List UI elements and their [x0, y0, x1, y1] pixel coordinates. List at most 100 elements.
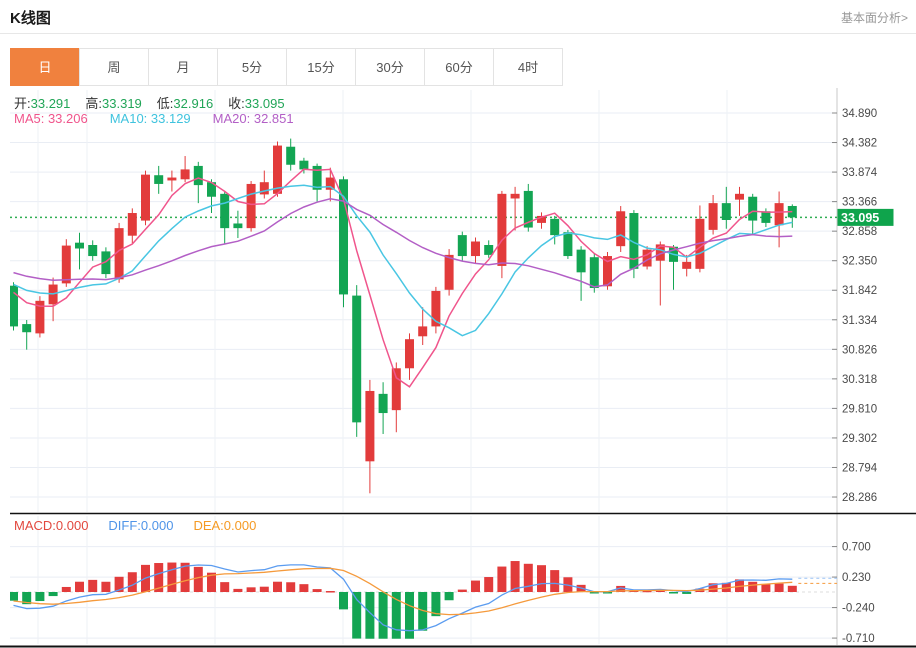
tab-15min[interactable]: 15分 [286, 48, 356, 86]
candle[interactable] [682, 261, 692, 269]
candle[interactable] [761, 211, 771, 223]
candle[interactable] [589, 257, 599, 289]
candle[interactable] [748, 196, 758, 221]
macd-bar[interactable] [299, 584, 309, 592]
candle[interactable] [325, 177, 335, 190]
candle[interactable] [75, 242, 84, 249]
macd-bar[interactable] [603, 592, 612, 594]
candle[interactable] [154, 175, 164, 184]
macd-bar[interactable] [233, 588, 243, 592]
candle[interactable] [246, 183, 256, 229]
macd-bar[interactable] [418, 592, 428, 631]
candle[interactable] [603, 256, 612, 287]
macd-bar[interactable] [378, 592, 388, 639]
tab-week[interactable]: 周 [79, 48, 149, 86]
macd-bar[interactable] [616, 585, 626, 592]
macd-bar[interactable] [88, 579, 98, 592]
candle[interactable] [352, 295, 362, 423]
macd-bar[interactable] [325, 591, 335, 593]
candle[interactable] [220, 193, 230, 229]
macd-bar[interactable] [457, 589, 467, 592]
macd-bar[interactable] [589, 592, 599, 594]
candle[interactable] [9, 285, 18, 327]
tab-30min[interactable]: 30分 [355, 48, 425, 86]
candle[interactable] [523, 190, 533, 228]
candle[interactable] [114, 228, 124, 280]
macd-bar[interactable] [471, 580, 480, 592]
macd-bar[interactable] [537, 565, 546, 592]
tab-month[interactable]: 月 [148, 48, 218, 86]
candle[interactable] [127, 213, 137, 236]
macd-bar[interactable] [761, 584, 771, 592]
macd-bar[interactable] [246, 587, 256, 592]
candle[interactable] [444, 254, 454, 290]
candle[interactable] [537, 215, 546, 223]
macd-bar[interactable] [352, 592, 362, 639]
candle[interactable] [101, 251, 111, 275]
macd-bar[interactable] [735, 579, 744, 592]
tab-4hour[interactable]: 4时 [493, 48, 563, 86]
macd-bar[interactable] [193, 566, 203, 592]
candle[interactable] [141, 174, 150, 221]
macd-bar[interactable] [220, 582, 230, 592]
candle[interactable] [735, 193, 744, 200]
candle[interactable] [378, 393, 388, 414]
candle[interactable] [273, 145, 282, 194]
macd-bar[interactable] [405, 592, 414, 639]
candle[interactable] [365, 390, 375, 462]
candle[interactable] [510, 193, 520, 199]
macd-bar[interactable] [550, 570, 560, 592]
candle[interactable] [418, 326, 428, 337]
fundamental-analysis-link[interactable]: 基本面分析> [840, 11, 908, 25]
candle[interactable] [721, 203, 731, 220]
candle[interactable] [88, 244, 98, 257]
macd-bar[interactable] [774, 583, 784, 592]
candle[interactable] [431, 290, 441, 327]
candle[interactable] [629, 213, 639, 269]
candle[interactable] [774, 203, 784, 226]
tab-day[interactable]: 日 [10, 48, 80, 86]
macd-bar[interactable] [444, 592, 454, 601]
candle[interactable] [193, 165, 203, 186]
candle[interactable] [259, 182, 269, 195]
macd-bar[interactable] [312, 589, 322, 592]
macd-bar[interactable] [365, 592, 375, 639]
macd-bar[interactable] [431, 592, 441, 617]
candle[interactable] [180, 169, 190, 180]
candle[interactable] [655, 244, 665, 261]
macd-bar[interactable] [339, 592, 348, 610]
tab-60min[interactable]: 60分 [424, 48, 494, 86]
candle[interactable] [457, 235, 467, 257]
macd-bar[interactable] [127, 572, 137, 592]
candle[interactable] [708, 203, 718, 230]
tab-5min[interactable]: 5分 [217, 48, 287, 86]
candle[interactable] [391, 368, 401, 411]
macd-bar[interactable] [708, 583, 718, 592]
candle[interactable] [339, 179, 348, 295]
candle[interactable] [207, 182, 216, 197]
macd-bar[interactable] [167, 562, 177, 592]
macd-bar[interactable] [48, 592, 58, 597]
macd-bar[interactable] [787, 585, 797, 592]
macd-bar[interactable] [114, 576, 124, 592]
macd-bar[interactable] [61, 586, 71, 592]
macd-bar[interactable] [154, 563, 164, 592]
candle[interactable] [35, 300, 45, 334]
macd-bar[interactable] [682, 592, 692, 594]
macd-bar[interactable] [391, 592, 401, 639]
candle[interactable] [286, 146, 296, 165]
candle[interactable] [550, 218, 560, 236]
macd-bar[interactable] [75, 581, 84, 592]
macd-bar[interactable] [180, 562, 190, 592]
macd-bar[interactable] [497, 566, 507, 592]
macd-bar[interactable] [259, 586, 269, 592]
macd-bar[interactable] [523, 563, 533, 592]
macd-bar[interactable] [510, 561, 520, 592]
candle[interactable] [61, 245, 71, 284]
candle[interactable] [576, 249, 586, 273]
candle[interactable] [233, 223, 243, 229]
candle[interactable] [484, 244, 494, 255]
candle[interactable] [312, 165, 322, 190]
macd-bar[interactable] [484, 577, 494, 592]
